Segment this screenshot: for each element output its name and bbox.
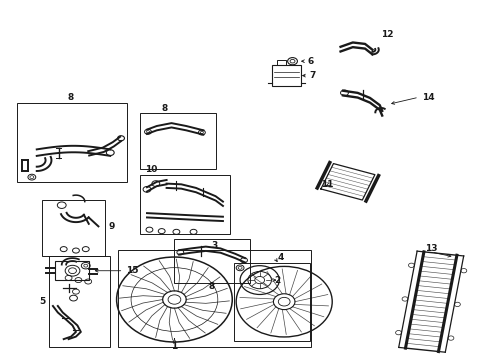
Text: 15: 15: [126, 266, 139, 275]
Bar: [42, 200, 105, 256]
Text: 3: 3: [212, 241, 218, 250]
Text: 11: 11: [320, 180, 333, 189]
Bar: [17, 103, 127, 182]
Text: 5: 5: [39, 297, 45, 306]
Bar: [118, 250, 311, 347]
Text: 2: 2: [274, 276, 281, 284]
Bar: [277, 60, 286, 65]
Text: 12: 12: [381, 30, 393, 39]
Text: 14: 14: [422, 93, 435, 102]
Text: 9: 9: [109, 222, 115, 231]
Bar: [140, 175, 230, 234]
Text: 13: 13: [425, 244, 438, 253]
Bar: [174, 239, 250, 283]
Bar: [49, 256, 110, 347]
Text: 8: 8: [162, 104, 168, 112]
Bar: [140, 113, 216, 169]
Text: 8: 8: [209, 282, 215, 291]
Bar: [234, 263, 310, 341]
Bar: [272, 65, 301, 86]
Text: 8: 8: [68, 93, 74, 102]
Text: 10: 10: [145, 165, 157, 174]
Text: 4: 4: [277, 253, 284, 262]
Text: 6: 6: [308, 57, 314, 66]
Bar: [55, 261, 89, 280]
Text: 1: 1: [172, 342, 177, 351]
Text: 7: 7: [309, 71, 316, 80]
